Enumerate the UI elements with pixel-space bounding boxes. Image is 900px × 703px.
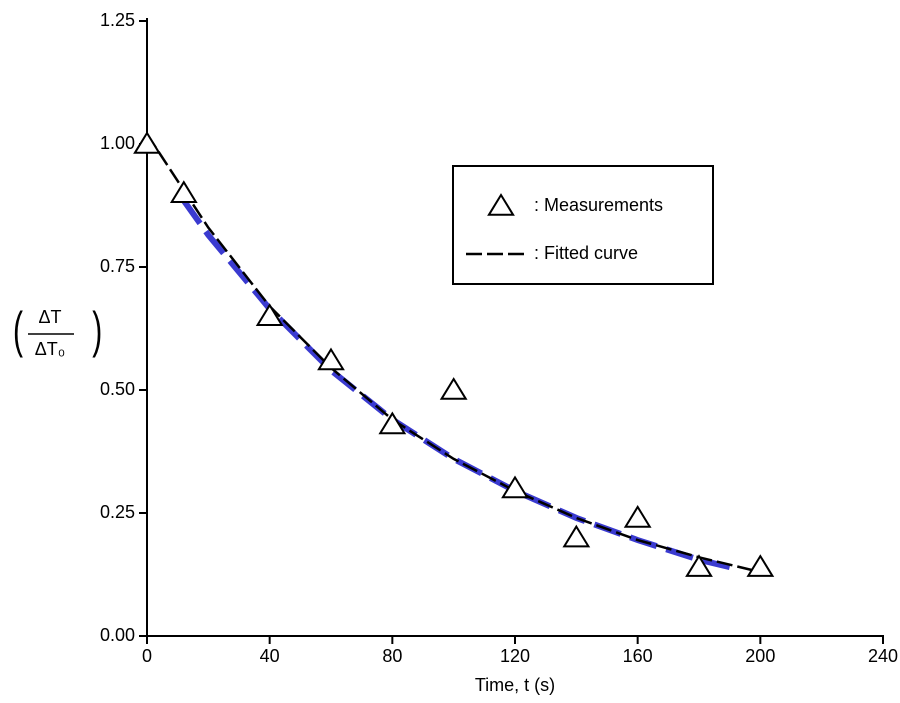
- legend-marker: [487, 193, 515, 216]
- measurement-marker: [378, 411, 407, 435]
- measurement-marker: [255, 303, 284, 326]
- measurement-marker: [169, 180, 198, 203]
- y-axis-label: ΔT ΔT₀ ( ): [13, 302, 102, 358]
- measurement-marker: [133, 131, 161, 154]
- x-tick-label: 80: [382, 646, 402, 666]
- measurement-marker: [562, 524, 591, 548]
- legend-label: : Fitted curve: [534, 243, 638, 263]
- y-tick-label: 0.50: [100, 379, 135, 399]
- legend-label: : Measurements: [534, 195, 663, 215]
- y-tick-label: 0.25: [100, 502, 135, 522]
- y-tick-label: 1.25: [100, 10, 135, 30]
- paren: ): [92, 302, 102, 358]
- x-tick-label: 40: [260, 646, 280, 666]
- y-tick-label: 0.00: [100, 625, 135, 645]
- x-tick-label: 0: [142, 646, 152, 666]
- y-tick-label: 1.00: [100, 133, 135, 153]
- paren: (: [13, 302, 23, 358]
- measurement-marker: [685, 554, 713, 577]
- measurement-marker: [501, 475, 529, 499]
- y-label-numerator: ΔT: [38, 307, 61, 327]
- y-tick-label: 0.75: [100, 256, 135, 276]
- x-tick-label: 120: [500, 646, 530, 666]
- measurement-marker: [746, 554, 775, 577]
- x-axis-label: Time, t (s): [475, 675, 555, 695]
- fitted-curve: [145, 133, 761, 574]
- measurement-marker: [317, 347, 345, 371]
- y-label-denominator: ΔT₀: [35, 339, 66, 359]
- measurement-marker: [623, 505, 652, 528]
- x-tick-label: 240: [868, 646, 898, 666]
- x-tick-label: 200: [745, 646, 775, 666]
- measurement-marker: [439, 377, 468, 400]
- x-tick-label: 160: [623, 646, 653, 666]
- legend: [452, 165, 714, 285]
